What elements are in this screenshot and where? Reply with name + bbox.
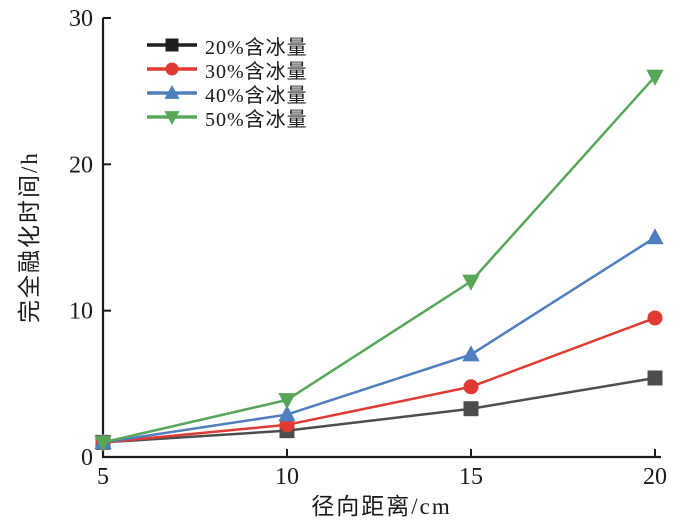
data-point-marker (278, 405, 296, 422)
circle-legend-marker (165, 62, 179, 76)
data-point-marker (647, 310, 663, 326)
series-30%含冰量 (95, 310, 663, 450)
data-point-marker (646, 228, 664, 245)
series-line (102, 236, 656, 444)
x-tick-label: 15 (459, 464, 483, 490)
data-point-marker (94, 435, 112, 452)
triangle-up-legend-icon (147, 84, 197, 99)
x-axis-title: 径向距离/cm (311, 494, 452, 519)
data-point-marker (646, 69, 664, 86)
x-tick-label: 10 (275, 464, 299, 490)
data-point-marker (647, 370, 663, 386)
legend-item-40%含冰量: 40%含冰量 (146, 81, 308, 107)
legend-item-50%含冰量: 50%含冰量 (146, 105, 308, 131)
triangle-down-legend-marker (164, 111, 180, 126)
x-tick-label: 5 (97, 464, 109, 490)
x-tick-label: 20 (643, 464, 667, 490)
legend: 20%含冰量 30%含冰量 40%含冰量 50%含冰量 (146, 33, 308, 131)
legend-label: 50%含冰量 (205, 108, 308, 131)
y-axis-title: 完全融化时间/h (17, 151, 42, 323)
y-tick-label: 30 (69, 6, 93, 32)
legend-item-30%含冰量: 30%含冰量 (146, 57, 308, 83)
y-tick-label: 0 (81, 445, 93, 471)
series-50%含冰量 (94, 69, 664, 452)
axes: 5 10 15 20 0 10 20 30 (69, 6, 667, 490)
legend-label: 40%含冰量 (205, 84, 308, 107)
series-40%含冰量 (94, 228, 664, 450)
y-tick-label: 20 (69, 152, 93, 178)
data-point-marker (462, 345, 480, 362)
legend-label: 20%含冰量 (205, 36, 308, 59)
triangle-up-legend-marker (164, 84, 180, 99)
legend-item-20%含冰量: 20%含冰量 (146, 33, 308, 59)
y-tick-label: 10 (69, 299, 93, 325)
circle-legend-icon (147, 62, 197, 76)
square-legend-marker (165, 38, 179, 52)
data-point-marker (462, 274, 480, 291)
square-legend-icon (147, 38, 197, 52)
triangle-down-legend-icon (147, 111, 197, 126)
series-line (102, 376, 656, 444)
legend-label: 30%含冰量 (205, 60, 308, 83)
series-line (102, 75, 656, 444)
data-point-marker (463, 379, 479, 395)
series-line (102, 316, 656, 444)
data-point-marker (278, 393, 296, 410)
data-point-marker (463, 401, 479, 417)
series-20%含冰量 (95, 370, 663, 450)
